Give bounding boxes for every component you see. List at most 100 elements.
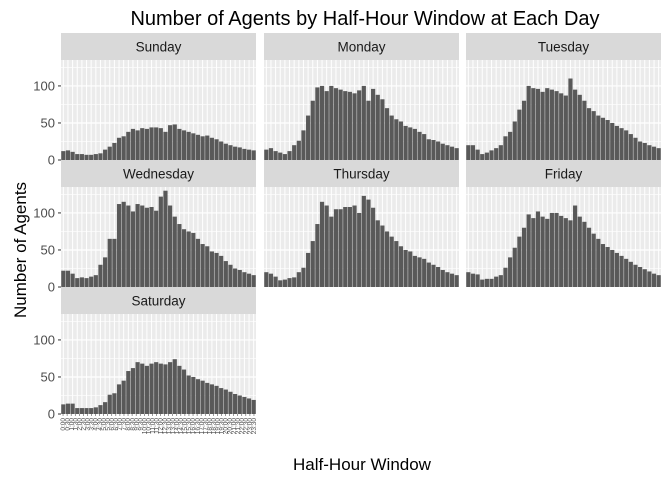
bar [205, 382, 210, 414]
bar [389, 236, 394, 287]
bar [638, 141, 643, 160]
bar [357, 90, 362, 160]
bar [233, 146, 238, 160]
bar [228, 264, 233, 287]
bar [214, 139, 219, 160]
bar [61, 404, 66, 414]
x-tick-label: 22:00 [239, 418, 246, 435]
bar [223, 261, 228, 287]
x-tick-label: 22:30 [243, 418, 250, 435]
bar [586, 108, 592, 160]
bar [568, 220, 573, 287]
bar [656, 148, 661, 160]
y-tick-label: 50 [41, 369, 55, 384]
bar [389, 115, 394, 160]
bar [205, 246, 210, 287]
x-tick-label: 3:00 [85, 418, 92, 431]
bar [329, 216, 334, 287]
bar [219, 141, 224, 160]
bar [264, 149, 269, 160]
bar [484, 152, 489, 160]
x-tick-label: 6:00 [109, 418, 116, 431]
bar [554, 91, 559, 160]
bar [610, 249, 615, 287]
bar [412, 255, 417, 287]
bar [503, 267, 508, 287]
bar [521, 100, 527, 160]
y-axis-title: Number of Agents [11, 182, 30, 318]
bar [75, 278, 80, 287]
bar [93, 407, 98, 414]
bar [449, 273, 455, 287]
plot-panel [61, 314, 256, 414]
bar [228, 145, 233, 160]
bar [89, 276, 94, 287]
bar [154, 210, 159, 287]
bar [531, 218, 536, 287]
bar [526, 85, 531, 160]
facet-label: Thursday [333, 167, 390, 182]
bar [130, 128, 136, 160]
bar [107, 238, 112, 287]
bar [347, 91, 352, 160]
x-tick-label: 5:00 [101, 418, 108, 431]
bar [324, 91, 329, 160]
facet-label: Wednesday [123, 167, 194, 182]
x-tick-label: 8:00 [125, 418, 132, 431]
bar [251, 150, 256, 160]
y-tick-label: 50 [41, 115, 55, 130]
x-tick-label: 20:30 [227, 418, 234, 435]
bar [278, 152, 283, 160]
bar [209, 137, 214, 160]
bar [535, 211, 541, 287]
y-tick-label: 50 [41, 242, 55, 257]
bar [209, 384, 214, 414]
facet-strip [466, 160, 661, 187]
facet-label: Sunday [136, 40, 182, 55]
bar [624, 258, 629, 287]
bar [70, 151, 75, 160]
bar [214, 252, 219, 287]
facet-label: Saturday [131, 294, 185, 309]
bar [638, 267, 643, 287]
bar [470, 145, 476, 160]
bar [168, 205, 173, 287]
bar [168, 362, 173, 414]
bar [475, 149, 480, 160]
facet-tuesday: Tuesday [466, 33, 661, 161]
bar [98, 264, 103, 287]
bar [158, 196, 163, 287]
bar [246, 273, 252, 287]
bar [508, 257, 513, 287]
bar [333, 88, 339, 160]
bar [361, 195, 366, 287]
bar [605, 120, 610, 160]
bar [282, 154, 287, 160]
bar [642, 269, 647, 287]
bar [140, 363, 145, 414]
bar [158, 363, 163, 414]
bar [366, 100, 371, 160]
bar [498, 275, 503, 287]
bar [489, 150, 494, 160]
x-tick-label: 19:30 [219, 418, 226, 435]
bar [596, 238, 601, 287]
bar [545, 88, 550, 160]
bar [651, 273, 657, 287]
bar [191, 232, 196, 287]
bar [375, 220, 380, 287]
bar [591, 233, 596, 287]
x-tick-label: 4:00 [93, 418, 100, 431]
bar [319, 85, 325, 160]
bar [347, 207, 352, 287]
bar [228, 391, 233, 414]
bar [375, 94, 380, 160]
bar [431, 140, 436, 160]
bar [371, 207, 376, 287]
bar [540, 91, 545, 160]
bar [205, 135, 210, 160]
bar [116, 204, 122, 287]
bar [449, 146, 455, 160]
bar [126, 205, 131, 287]
bar [310, 241, 315, 287]
